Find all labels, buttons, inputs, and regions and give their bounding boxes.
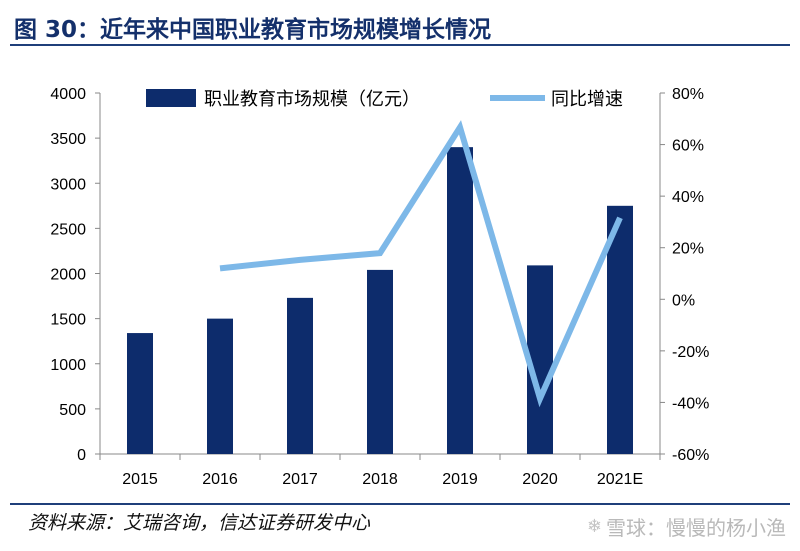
watermark: ❄ 雪球：慢慢的杨小渔 xyxy=(587,512,786,541)
x-tick-label: 2019 xyxy=(442,471,478,488)
page-title: 图 30：近年来中国职业教育市场规模增长情况 xyxy=(14,17,492,43)
y-left-tick-label: 500 xyxy=(59,402,86,419)
y-left-tick-label: 3000 xyxy=(50,176,86,193)
x-tick-label: 2017 xyxy=(282,471,318,488)
bar-2016 xyxy=(207,318,233,454)
y-right-tick-label: 0% xyxy=(672,292,695,309)
x-tick-label: 2020 xyxy=(522,471,558,488)
source-note: 资料来源：艾瑞咨询，信达证券研发中心 xyxy=(28,512,371,534)
y-right-tick-label: 80% xyxy=(672,86,704,103)
chart-axes: 0 500 1000 1500 2000 2500 3000 3500 4000 -60% -40%… xyxy=(50,86,709,488)
bar-line-chart: 0 500 1000 1500 2000 2500 3000 3500 4000 -60% -40%… xyxy=(50,86,709,488)
x-tick-label: 2015 xyxy=(122,471,158,488)
y-left-tick-label: 3500 xyxy=(50,131,86,148)
watermark-text: 雪球：慢慢的杨小渔 xyxy=(606,516,786,540)
legend-bar-label: 职业教育市场规模（亿元） xyxy=(204,89,420,110)
x-tick-label: 2018 xyxy=(362,471,398,488)
y-right-tick-label: -40% xyxy=(672,395,709,412)
x-tick-label: 2021E xyxy=(597,471,643,488)
bar-2018 xyxy=(367,269,393,454)
y-left-tick-label: 1500 xyxy=(50,312,86,329)
footer-rule xyxy=(10,503,790,505)
title-rule xyxy=(10,44,790,46)
y-left-tick-label: 2000 xyxy=(50,267,86,284)
y-right-tick-label: -60% xyxy=(672,447,709,464)
y-left-tick-label: 1000 xyxy=(50,357,86,374)
y-left-tick-label: 2500 xyxy=(50,221,86,238)
bar-2017 xyxy=(287,297,313,454)
bar-2021E xyxy=(607,205,633,454)
y-left-tick-label: 4000 xyxy=(50,86,86,103)
y-right-tick-label: 60% xyxy=(672,138,704,155)
chart-bars xyxy=(127,147,633,454)
bar-2019 xyxy=(447,147,473,454)
y-right-tick-label: 40% xyxy=(672,189,704,206)
legend-line-label: 同比增速 xyxy=(551,89,623,110)
chart-line xyxy=(219,120,623,408)
bar-2015 xyxy=(127,333,153,454)
snowball-logo-icon: ❄ xyxy=(586,516,602,537)
x-tick-label: 2016 xyxy=(202,471,238,488)
y-right-tick-label: -20% xyxy=(672,344,709,361)
growth-line xyxy=(219,120,623,408)
y-right-tick-label: 20% xyxy=(672,241,704,258)
legend-bar-swatch xyxy=(146,89,196,107)
y-left-tick-label: 0 xyxy=(77,447,86,464)
chart-legend: 职业教育市场规模（亿元） 同比增速 xyxy=(146,89,623,110)
